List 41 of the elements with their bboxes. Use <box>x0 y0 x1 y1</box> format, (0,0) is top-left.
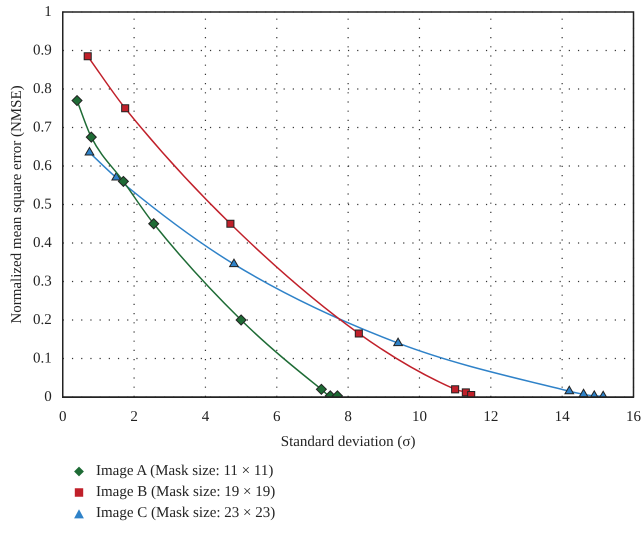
y-tick-label: 0.8 <box>33 80 52 97</box>
point <box>467 391 476 397</box>
y-tick-label: 0.7 <box>33 119 52 136</box>
y-tick-label: 0.9 <box>33 42 52 58</box>
point <box>226 220 234 228</box>
x-tick-label: 12 <box>483 408 498 425</box>
point <box>236 314 247 326</box>
y-tick-label: 0.3 <box>33 273 52 290</box>
legend-label: Image A (Mask size: 11 × 11) <box>96 463 274 480</box>
x-tick-label: 0 <box>59 408 66 425</box>
point <box>393 338 403 346</box>
point <box>72 95 83 106</box>
x-tick-label: 16 <box>626 408 642 425</box>
x-tick-label: 2 <box>130 408 138 425</box>
point <box>451 385 460 394</box>
y-tick-label: 0.5 <box>33 196 52 212</box>
x-tick-label: 10 <box>412 408 427 425</box>
x-tick-label: 14 <box>554 408 570 425</box>
y-tick-label: 0.2 <box>33 312 52 328</box>
y-axis-title: Normalized mean square error (NMSE) <box>8 85 25 324</box>
point <box>564 386 574 394</box>
x-tick-label: 8 <box>344 408 352 425</box>
x-tick-label: 6 <box>273 408 282 425</box>
point <box>229 258 239 268</box>
y-tick-label: 0.4 <box>33 234 52 251</box>
y-tick-label: 0.1 <box>33 350 52 366</box>
legend-label: Image C (Mask size: 23 × 23) <box>96 505 276 522</box>
y-tick-label: 0.6 <box>33 158 52 174</box>
x-axis-title: Standard deviation (σ) <box>280 434 416 450</box>
x-tick-label: 4 <box>202 408 210 425</box>
point <box>118 176 129 187</box>
point <box>316 384 327 395</box>
point <box>121 104 130 112</box>
point <box>84 147 94 156</box>
legend-label: Image B (Mask size: 19 × 19) <box>96 484 276 501</box>
y-tick-label: 0 <box>44 388 52 405</box>
y-tick-label: 1 <box>44 4 52 20</box>
point <box>148 218 160 230</box>
point <box>354 329 363 338</box>
point <box>86 132 97 143</box>
point <box>84 52 92 60</box>
